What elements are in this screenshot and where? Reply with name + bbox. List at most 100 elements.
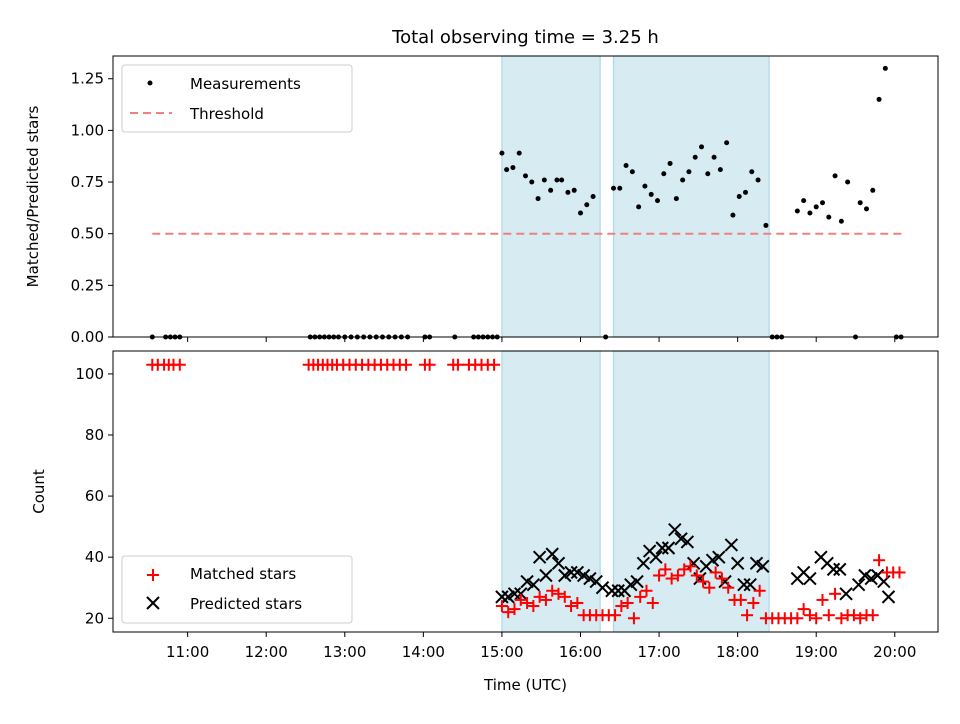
matched-star-point bbox=[741, 609, 754, 622]
predicted-star-point bbox=[630, 574, 644, 589]
measurement-point bbox=[686, 169, 692, 175]
bottom-y-axis: 20 40 60 80 100 bbox=[75, 365, 113, 627]
predicted-marker-stroke bbox=[495, 590, 509, 604]
bottom-y-axis-label: Count bbox=[30, 469, 48, 514]
measurement-point bbox=[554, 177, 560, 183]
predicted-star-point bbox=[881, 590, 896, 604]
matched-star-point bbox=[533, 590, 546, 603]
legend-matched-marker bbox=[147, 569, 159, 581]
matched-star-point bbox=[621, 596, 634, 609]
measurement-point bbox=[680, 177, 686, 183]
predicted-marker-stroke bbox=[526, 577, 541, 592]
y-tick-label-4: 1.00 bbox=[71, 121, 104, 139]
legend-predicted-marker bbox=[146, 596, 160, 610]
measurement-point bbox=[559, 177, 565, 183]
matched-star-point bbox=[803, 609, 816, 622]
matched-star-point bbox=[609, 609, 622, 622]
matched-star-point bbox=[797, 603, 810, 616]
measurement-point bbox=[529, 179, 535, 185]
measurement-point bbox=[642, 183, 648, 189]
measurement-point bbox=[510, 165, 516, 171]
matched-star-point bbox=[684, 560, 697, 573]
measurement-point bbox=[717, 167, 723, 173]
x-tick-label-5: 16:00 bbox=[559, 643, 602, 661]
measurement-point bbox=[571, 187, 577, 193]
measurement-point bbox=[565, 189, 571, 195]
bottom-panel: 20 40 60 80 100 11:00 12:00 13:00 14:00 15:00 16:… bbox=[30, 350, 939, 694]
predicted-marker-stroke bbox=[881, 590, 896, 604]
measurement-point bbox=[724, 140, 730, 146]
predicted-marker-stroke bbox=[749, 556, 764, 570]
predicted-star-point bbox=[655, 541, 669, 555]
measurement-point bbox=[590, 194, 596, 199]
predicted-marker-stroke bbox=[636, 556, 651, 570]
matched-star-point bbox=[527, 600, 540, 613]
predicted-marker-stroke bbox=[630, 574, 644, 589]
predicted-star-point bbox=[851, 577, 866, 592]
measurement-point bbox=[516, 150, 522, 156]
matched-star-point bbox=[822, 609, 835, 622]
predicted-star-point bbox=[507, 587, 522, 601]
predicted-marker-stroke bbox=[583, 571, 597, 586]
predicted-marker-stroke bbox=[545, 547, 559, 561]
measurement-point bbox=[617, 185, 623, 191]
matched-star-point bbox=[810, 612, 823, 625]
predicted-marker-stroke bbox=[539, 568, 553, 583]
measurement-point bbox=[743, 189, 748, 195]
matched-star-point bbox=[615, 600, 628, 613]
predicted-star-point bbox=[595, 581, 610, 595]
matched-star-point bbox=[514, 593, 527, 606]
predicted-marker-stroke bbox=[576, 568, 591, 583]
predicted-star-point bbox=[803, 571, 817, 586]
x-tick-label-9: 20:00 bbox=[873, 643, 916, 661]
predicted-marker-stroke bbox=[743, 577, 757, 592]
predicted-marker-stroke bbox=[730, 556, 745, 570]
measurement-point bbox=[504, 167, 510, 173]
legend-threshold-label: Threshold bbox=[189, 105, 264, 123]
chart-title: Total observing time = 3.25 h bbox=[391, 27, 659, 48]
x-tick-label-4: 15:00 bbox=[480, 643, 523, 661]
matched-star-point bbox=[640, 584, 653, 597]
top-y-axis: 0.00 0.25 0.50 0.75 1.00 1.25 bbox=[71, 70, 113, 346]
predicted-marker-stroke bbox=[611, 584, 625, 598]
measurement-point bbox=[870, 187, 876, 193]
predicted-star-point bbox=[551, 556, 566, 570]
predicted-marker-stroke bbox=[839, 587, 853, 601]
x-tick-label-1: 12:00 bbox=[245, 643, 288, 661]
measurement-point bbox=[655, 198, 660, 204]
matched-star-point bbox=[866, 609, 879, 622]
predicted-marker-stroke bbox=[718, 574, 732, 589]
matched-star-point bbox=[659, 563, 672, 576]
predicted-marker-stroke bbox=[803, 571, 817, 586]
top-legend: Measurements Threshold bbox=[121, 64, 353, 133]
top-plot-frame bbox=[112, 55, 939, 338]
shaded-interval-0 bbox=[501, 55, 601, 338]
measurement-point bbox=[794, 208, 800, 214]
predicted-marker-stroke bbox=[668, 522, 682, 537]
measurement-point bbox=[864, 206, 869, 212]
predicted-marker-stroke bbox=[833, 562, 847, 577]
y-tick-label-3: 0.75 bbox=[71, 173, 104, 191]
y-tick-label-5: 1.25 bbox=[71, 70, 104, 88]
matched-stars-points bbox=[146, 358, 906, 625]
y-tick-label-2: 0.50 bbox=[71, 225, 104, 243]
predicted-marker-stroke bbox=[737, 577, 751, 592]
measurement-point bbox=[541, 177, 547, 183]
matched-star-point bbox=[747, 596, 760, 609]
measurement-point bbox=[661, 171, 667, 177]
measurement-point bbox=[629, 169, 635, 175]
matched-star-point bbox=[634, 590, 647, 603]
predicted-marker-stroke bbox=[756, 559, 770, 574]
predicted-marker-stroke bbox=[551, 556, 566, 570]
predicted-star-point bbox=[605, 584, 619, 598]
matched-star-point bbox=[816, 593, 829, 606]
measurement-point bbox=[578, 210, 583, 216]
matched-star-point bbox=[703, 581, 716, 594]
predicted-marker-stroke bbox=[858, 568, 872, 583]
measurement-point bbox=[523, 173, 528, 179]
predicted-star-point bbox=[833, 562, 847, 577]
measurement-point bbox=[876, 96, 882, 102]
x-tick-label-2: 13:00 bbox=[323, 643, 366, 661]
matched-star-point bbox=[829, 587, 842, 600]
